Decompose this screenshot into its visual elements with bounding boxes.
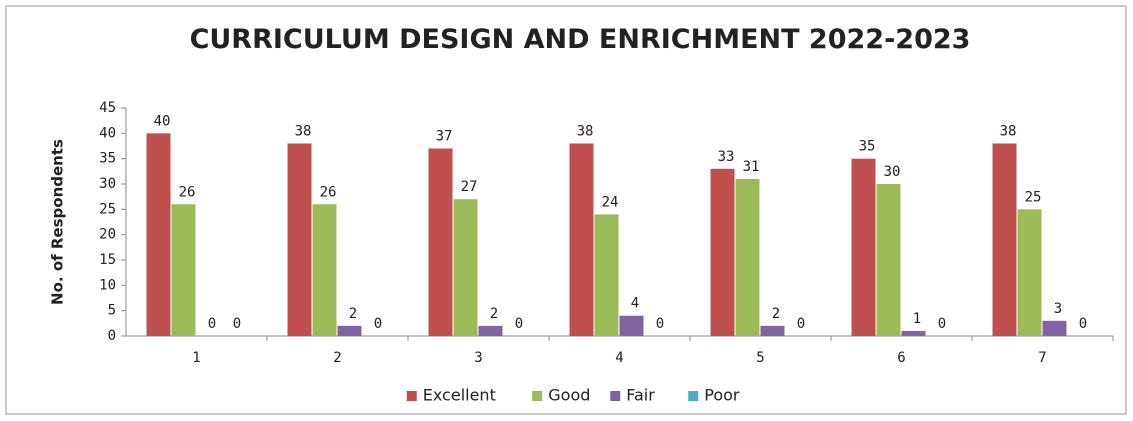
data-label: 40 <box>154 113 171 129</box>
x-tick-label: 5 <box>756 350 764 366</box>
x-tick-label: 7 <box>1038 350 1046 366</box>
bar <box>1042 320 1067 336</box>
y-tick-label: 20 <box>99 227 116 243</box>
data-label: 0 <box>233 316 241 332</box>
chart-border <box>5 5 1127 415</box>
bar <box>171 204 196 336</box>
legend-swatch <box>610 391 621 401</box>
y-axis-label: No. of Respondents <box>49 139 67 305</box>
bar <box>146 133 171 336</box>
x-tick-label: 6 <box>897 350 905 366</box>
legend-label: Poor <box>704 386 740 405</box>
data-label: 37 <box>436 129 453 145</box>
legend-label: Good <box>548 386 590 405</box>
x-tick-label: 4 <box>615 350 623 366</box>
data-label: 26 <box>320 184 337 200</box>
data-label: 0 <box>938 316 946 332</box>
bar <box>1017 209 1042 336</box>
y-tick-label: 30 <box>99 176 116 192</box>
bar <box>901 330 926 336</box>
data-label: 0 <box>656 316 664 332</box>
x-tick-label: 1 <box>192 350 200 366</box>
y-tick-label: 35 <box>99 151 116 167</box>
data-label: 24 <box>602 194 619 210</box>
y-tick-label: 10 <box>99 277 116 293</box>
data-label: 2 <box>349 306 357 322</box>
data-label: 35 <box>859 139 876 155</box>
data-label: 38 <box>577 123 594 139</box>
data-label: 31 <box>743 159 760 175</box>
legend-label: Fair <box>626 386 655 405</box>
legend-swatch <box>688 391 699 401</box>
data-label: 30 <box>884 164 901 180</box>
data-label: 0 <box>1079 316 1087 332</box>
y-tick-label: 15 <box>99 252 116 268</box>
data-label: 33 <box>718 149 735 165</box>
x-tick-label: 2 <box>333 350 341 366</box>
bar <box>619 315 644 336</box>
data-label: 4 <box>631 296 639 312</box>
bar <box>287 143 312 336</box>
bar <box>710 168 735 336</box>
bar <box>428 148 453 336</box>
bar <box>337 325 362 336</box>
data-label: 0 <box>797 316 805 332</box>
data-label: 3 <box>1054 301 1062 317</box>
data-label: 25 <box>1025 189 1042 205</box>
data-label: 2 <box>490 306 498 322</box>
data-label: 0 <box>515 316 523 332</box>
data-label: 0 <box>374 316 382 332</box>
bar <box>851 158 876 336</box>
data-label: 0 <box>208 316 216 332</box>
y-tick-label: 40 <box>99 125 116 141</box>
y-tick-label: 5 <box>108 303 116 319</box>
y-tick-label: 45 <box>99 100 116 116</box>
chart-title: CURRICULUM DESIGN AND ENRICHMENT 2022-20… <box>189 24 971 55</box>
data-label: 26 <box>179 184 196 200</box>
y-tick-label: 25 <box>99 201 116 217</box>
bar <box>735 178 760 336</box>
data-label: 38 <box>295 123 312 139</box>
bar <box>992 143 1017 336</box>
bar <box>594 214 619 336</box>
data-label: 27 <box>461 179 478 195</box>
legend-swatch <box>532 391 543 401</box>
legend-label: Excellent <box>423 386 496 405</box>
data-label: 38 <box>1000 123 1017 139</box>
bar <box>453 199 478 336</box>
bar <box>478 325 503 336</box>
bar <box>760 325 785 336</box>
data-label: 2 <box>772 306 780 322</box>
x-tick-label: 3 <box>474 350 482 366</box>
y-tick-label: 0 <box>108 328 116 344</box>
bar <box>312 204 337 336</box>
bar <box>569 143 594 336</box>
legend-swatch <box>406 391 417 401</box>
bar <box>876 184 901 336</box>
data-label: 1 <box>913 311 921 327</box>
